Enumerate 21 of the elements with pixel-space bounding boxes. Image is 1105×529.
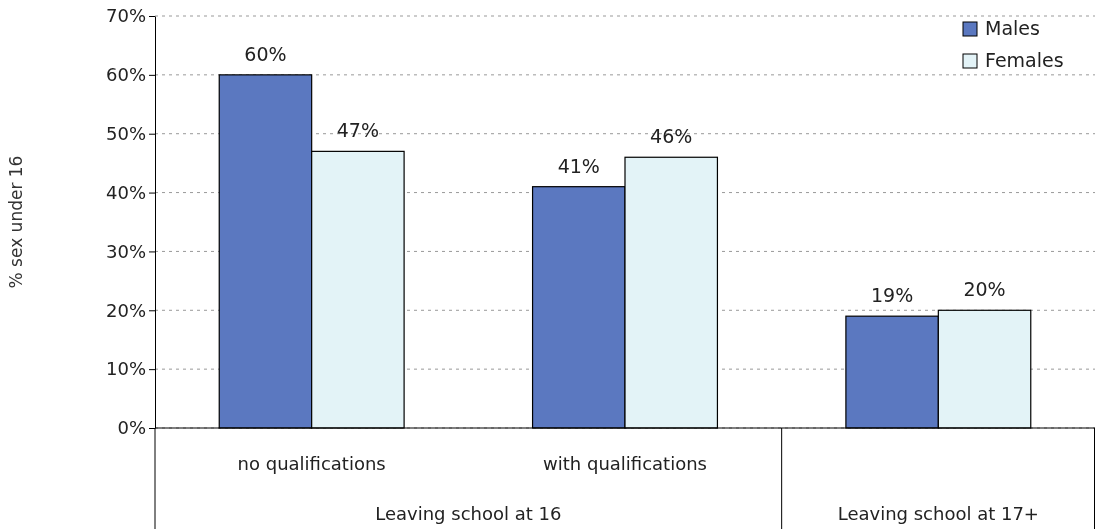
y-tick-label: 20% <box>105 299 146 321</box>
data-label: 20% <box>963 278 1006 301</box>
data-label: 19% <box>871 284 914 307</box>
data-label: 47% <box>336 119 379 142</box>
text: Leaving school at 17+ <box>837 503 1039 524</box>
legend-label: Males <box>985 17 1040 39</box>
y-tick-label: 50% <box>105 122 146 144</box>
data-label: 46% <box>650 125 693 148</box>
y-tick-label: 10% <box>105 358 146 380</box>
y-tick-label: 60% <box>105 64 146 86</box>
y-tick-label: 70% <box>105 5 146 27</box>
x-tick-label: with qualifications <box>543 453 707 474</box>
data-label: 41% <box>557 154 600 177</box>
y-tick-label: 0% <box>117 417 146 439</box>
data-label: 60% <box>244 42 287 65</box>
y-tick-label: 40% <box>105 181 146 203</box>
legend-label: Females <box>985 49 1064 71</box>
x-tick-label: no qualifications <box>237 453 386 474</box>
y-tick-label: 30% <box>105 240 146 262</box>
y-axis-title: % sex under 16 <box>6 155 26 289</box>
text: Leaving school at 16 <box>375 503 562 524</box>
